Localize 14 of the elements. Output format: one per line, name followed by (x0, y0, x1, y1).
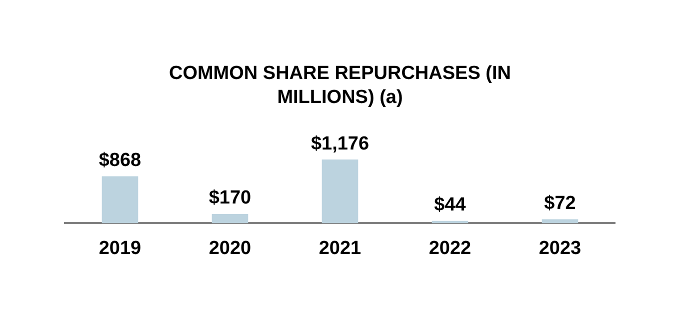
bar (102, 176, 138, 224)
x-tick-label: 2021 (318, 238, 362, 259)
data-label: $72 (544, 193, 576, 214)
data-label: $170 (208, 188, 252, 209)
bar (212, 214, 248, 224)
bar (322, 160, 358, 224)
data-label: $44 (434, 194, 466, 216)
chart-title: COMMON SHARE REPURCHASES (IN MILLIONS) (a) (168, 62, 512, 110)
x-tick-label: 2022 (428, 238, 472, 259)
x-tick-label: 2019 (98, 238, 142, 259)
x-tick-label: 2023 (538, 238, 582, 259)
data-label: $868 (98, 150, 142, 171)
x-tick-label: 2020 (208, 238, 252, 259)
data-label: $1,176 (310, 133, 370, 154)
